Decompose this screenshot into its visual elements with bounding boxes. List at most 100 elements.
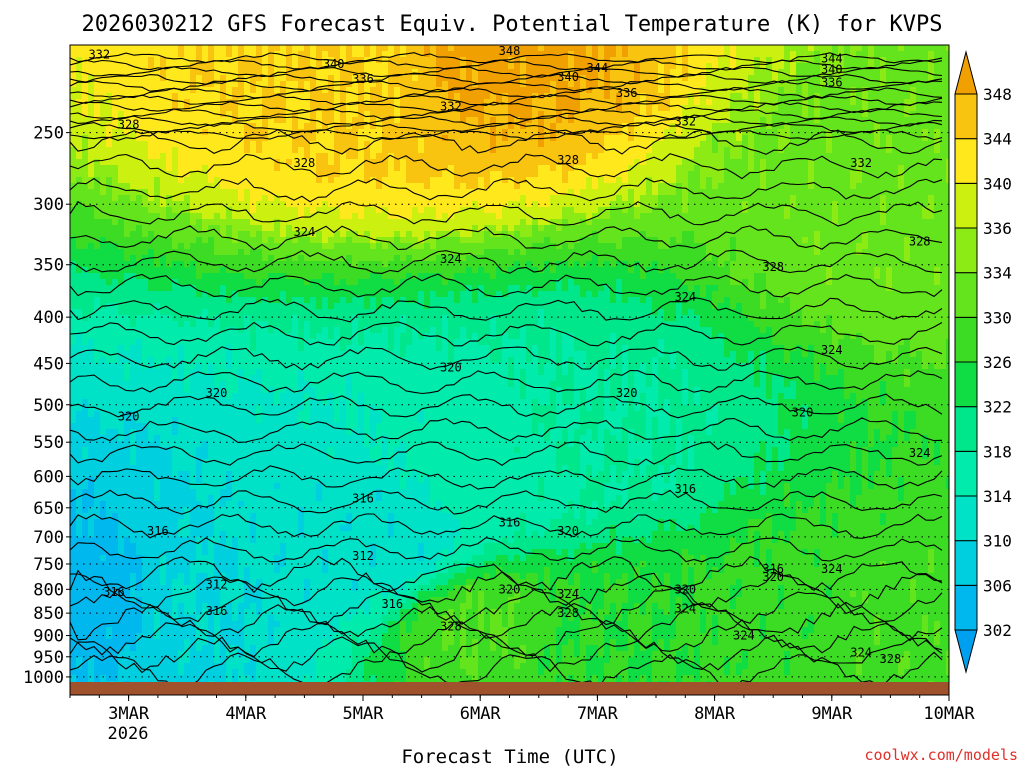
x-tick-label: 3MAR [108,704,150,724]
contour-label: 328 [294,156,316,170]
contour-label: 316 [352,492,374,506]
contour-label: 316 [381,597,403,611]
contour-label: 328 [909,235,931,249]
contour-label: 336 [821,75,843,89]
contour-label: 320 [616,386,638,400]
colorbar-swatch [954,182,978,229]
contour-label: 332 [850,156,872,170]
contour-label: 336 [616,86,638,100]
contour-label: 316 [762,562,784,576]
contour-label: 332 [674,114,696,128]
x-tick-label: 4MAR [225,704,267,724]
colorbar-label: 330 [983,308,1012,327]
contour-label: 336 [352,72,374,86]
colorbar-label: 326 [983,353,1012,372]
colorbar-swatch [954,138,978,184]
contour-label: 328 [880,652,902,666]
y-tick-label: 900 [33,627,64,647]
colorbar-swatch [954,584,978,631]
contour-label: 332 [88,48,110,62]
y-tick-label: 850 [33,604,64,624]
x-axis: 3MAR 4MAR 5MAR 6MAR 7MAR 8MAR 9MAR 10MAR [69,695,975,724]
contour-label: 344 [587,61,609,75]
colorbar-label: 318 [983,442,1012,461]
colorbar-swatch [954,361,978,408]
x-tick-label: 5MAR [343,704,385,724]
y-axis: 250 300 350 400 450 500 550 600 650 700 750 800 850 9… [23,124,70,688]
colorbar-swatch [954,540,978,586]
contour-label: 324 [674,601,696,615]
y-tick-label: 500 [33,396,64,416]
x-tick-label: 6MAR [460,704,502,724]
contour-label: 316 [674,482,696,496]
contour-lines [70,52,943,690]
contour-label: 316 [499,516,521,530]
y-tick-label: 550 [33,433,64,453]
contour-label: 316 [147,524,169,538]
contour-label: 324 [733,629,755,643]
y-tick-label: 750 [33,555,64,575]
colorbar-swatch [954,272,978,318]
contour-label: 340 [557,70,579,84]
contour-label: 312 [206,577,228,591]
contour-label: 324 [557,587,579,601]
colorbar-label: 322 [983,398,1012,417]
y-tick-label: 350 [33,256,64,276]
colorbar-min-arrow [954,629,978,674]
colorbar-label: 310 [983,532,1012,551]
x-axis-label: Forecast Time (UTC) [401,746,618,768]
contour-label: 320 [440,361,462,375]
y-tick-label: 250 [33,124,64,144]
contour-label: 316 [103,585,125,599]
contour-label: 324 [674,290,696,304]
contour-label: 320 [792,406,814,420]
contour-label: 312 [352,549,374,563]
contour-label: 332 [440,100,462,114]
contour-label: 340 [821,63,843,77]
colorbar-swatch [954,93,978,140]
y-tick-label: 400 [33,308,64,328]
y-tick-label: 450 [33,354,64,374]
contour-label: 328 [440,620,462,634]
contour-label: 324 [821,562,843,576]
y-tick-label: 650 [33,499,64,519]
colorbar-label: 336 [983,219,1012,238]
colorbar: 302 306 310 314 318 322 326 330 334 336 340 344 348 [954,50,1012,674]
contour-label: 320 [499,582,521,596]
contour-label: 324 [821,343,843,357]
colorbar-swatch [954,406,978,452]
contour-label: 320 [674,582,696,596]
colorbar-swatch [954,316,978,363]
contour-label: 328 [557,153,579,167]
contour-label: 324 [850,646,872,660]
y-tick-label: 800 [33,580,64,600]
contour-label: 328 [762,260,784,274]
colorbar-label: 348 [983,85,1012,104]
contour-label: 316 [206,604,228,618]
x-tick-label: 8MAR [694,704,736,724]
colorbar-max-arrow [954,50,978,95]
colorbar-swatch [954,450,978,497]
colorbar-label: 344 [983,130,1012,149]
contour-label: 348 [499,44,521,58]
contour-label: 320 [118,409,140,423]
contour-label: 328 [118,118,140,132]
y-tick-label: 700 [33,528,64,548]
contour-label: 320 [206,386,228,400]
y-tick-label: 950 [33,648,64,668]
colorbar-label: 306 [983,576,1012,595]
colorbar-label: 334 [983,264,1012,283]
credit-text: coolwx.com/models [864,746,1018,764]
contour-label: 344 [821,52,843,66]
equiv-potential-temperature-fill [70,45,949,688]
chart-title: 2026030212 GFS Forecast Equiv. Potential… [82,12,943,37]
y-tick-label: 1000 [23,668,64,688]
y-tick-label: 600 [33,467,64,487]
contour-label: 324 [909,446,931,460]
colorbar-label: 302 [983,621,1012,640]
x-tick-label: 9MAR [811,704,853,724]
contour-label: 320 [557,524,579,538]
colorbar-label: 314 [983,487,1012,506]
contour-label: 324 [440,252,462,266]
